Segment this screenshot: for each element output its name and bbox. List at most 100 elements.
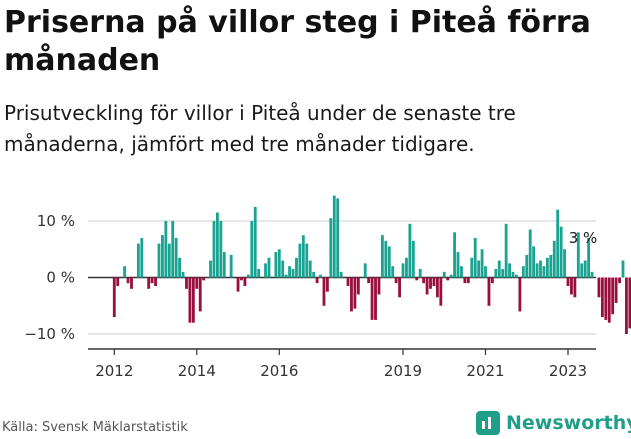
bar — [363, 263, 367, 278]
bar — [442, 271, 446, 278]
x-tick-label: 2021 — [466, 362, 504, 380]
bar — [112, 277, 116, 318]
bar — [140, 237, 144, 278]
bar — [480, 249, 484, 278]
bar — [185, 277, 188, 289]
bar — [435, 277, 439, 298]
bar — [116, 277, 120, 286]
bar — [525, 254, 529, 278]
bar — [319, 274, 322, 278]
bar — [161, 235, 164, 278]
brand-logo[interactable]: Newsworthy — [476, 408, 631, 438]
bar — [346, 277, 350, 286]
newsworthy-icon — [476, 411, 500, 435]
bar — [157, 243, 161, 278]
bar — [559, 226, 563, 278]
bar — [195, 277, 199, 289]
bar — [191, 277, 195, 323]
bar — [253, 206, 257, 278]
bar — [374, 277, 377, 320]
bar — [264, 263, 267, 278]
bar — [136, 243, 140, 278]
bar — [456, 252, 460, 278]
bar — [257, 269, 261, 278]
bar — [240, 277, 243, 281]
bar — [312, 271, 316, 278]
bar — [473, 237, 477, 278]
bar — [246, 274, 250, 278]
bar — [432, 277, 436, 286]
x-tick-label: 2019 — [384, 362, 422, 380]
bar — [532, 246, 536, 278]
bar — [597, 277, 601, 298]
bar — [545, 257, 549, 278]
bar — [322, 277, 326, 306]
bar — [477, 260, 481, 278]
bar — [229, 254, 233, 278]
bar — [398, 277, 401, 298]
bar — [628, 277, 631, 329]
bar — [463, 277, 467, 284]
bar — [497, 260, 501, 278]
bar — [552, 240, 556, 278]
chart-title: Priserna på villor steg i Piteå förra må… — [4, 5, 591, 78]
bar — [621, 260, 625, 278]
bar — [291, 269, 295, 278]
bar — [580, 263, 584, 278]
bar — [281, 260, 285, 278]
y-tick-label: 0 % — [46, 269, 75, 287]
bar — [625, 277, 628, 334]
bar — [411, 240, 415, 278]
bar — [267, 257, 271, 278]
bar — [219, 221, 223, 278]
bar — [563, 249, 566, 278]
bar — [387, 246, 391, 278]
bar — [308, 260, 312, 278]
bar — [521, 266, 525, 278]
bar — [618, 277, 621, 284]
bar — [439, 277, 443, 306]
x-tick-label: 2012 — [95, 362, 133, 380]
bar — [394, 277, 398, 284]
bar — [336, 198, 340, 278]
bar — [570, 277, 573, 295]
bar — [418, 269, 422, 278]
bar — [167, 243, 171, 278]
bar — [415, 277, 419, 281]
bar — [356, 277, 360, 295]
x-tick-label: 2014 — [178, 362, 216, 380]
bar — [174, 237, 178, 278]
bar — [315, 277, 319, 284]
brand-name: Newsworthy — [506, 412, 631, 434]
bar — [171, 221, 175, 278]
bar — [449, 274, 453, 278]
bars — [112, 195, 631, 334]
bar — [367, 277, 371, 284]
bar — [243, 277, 247, 286]
bar — [391, 266, 395, 278]
bar — [614, 277, 618, 303]
bar — [470, 257, 474, 278]
chart-subtitle: Prisutveckling för villor i Piteå under … — [4, 101, 516, 156]
bar — [164, 221, 168, 278]
bar — [504, 223, 508, 278]
bar — [501, 269, 505, 278]
bar — [549, 254, 553, 278]
bar — [130, 277, 133, 289]
bar — [576, 232, 580, 278]
bar — [429, 277, 432, 289]
bar — [604, 277, 608, 320]
bar — [422, 277, 426, 284]
bar — [147, 277, 151, 289]
bar — [126, 277, 130, 284]
bar — [198, 277, 202, 312]
bar — [178, 257, 182, 278]
bar — [466, 277, 470, 284]
bar — [508, 263, 511, 278]
bar — [150, 277, 154, 284]
bar — [325, 277, 329, 292]
bar — [425, 277, 429, 295]
bar — [484, 266, 487, 278]
bar — [188, 277, 192, 323]
